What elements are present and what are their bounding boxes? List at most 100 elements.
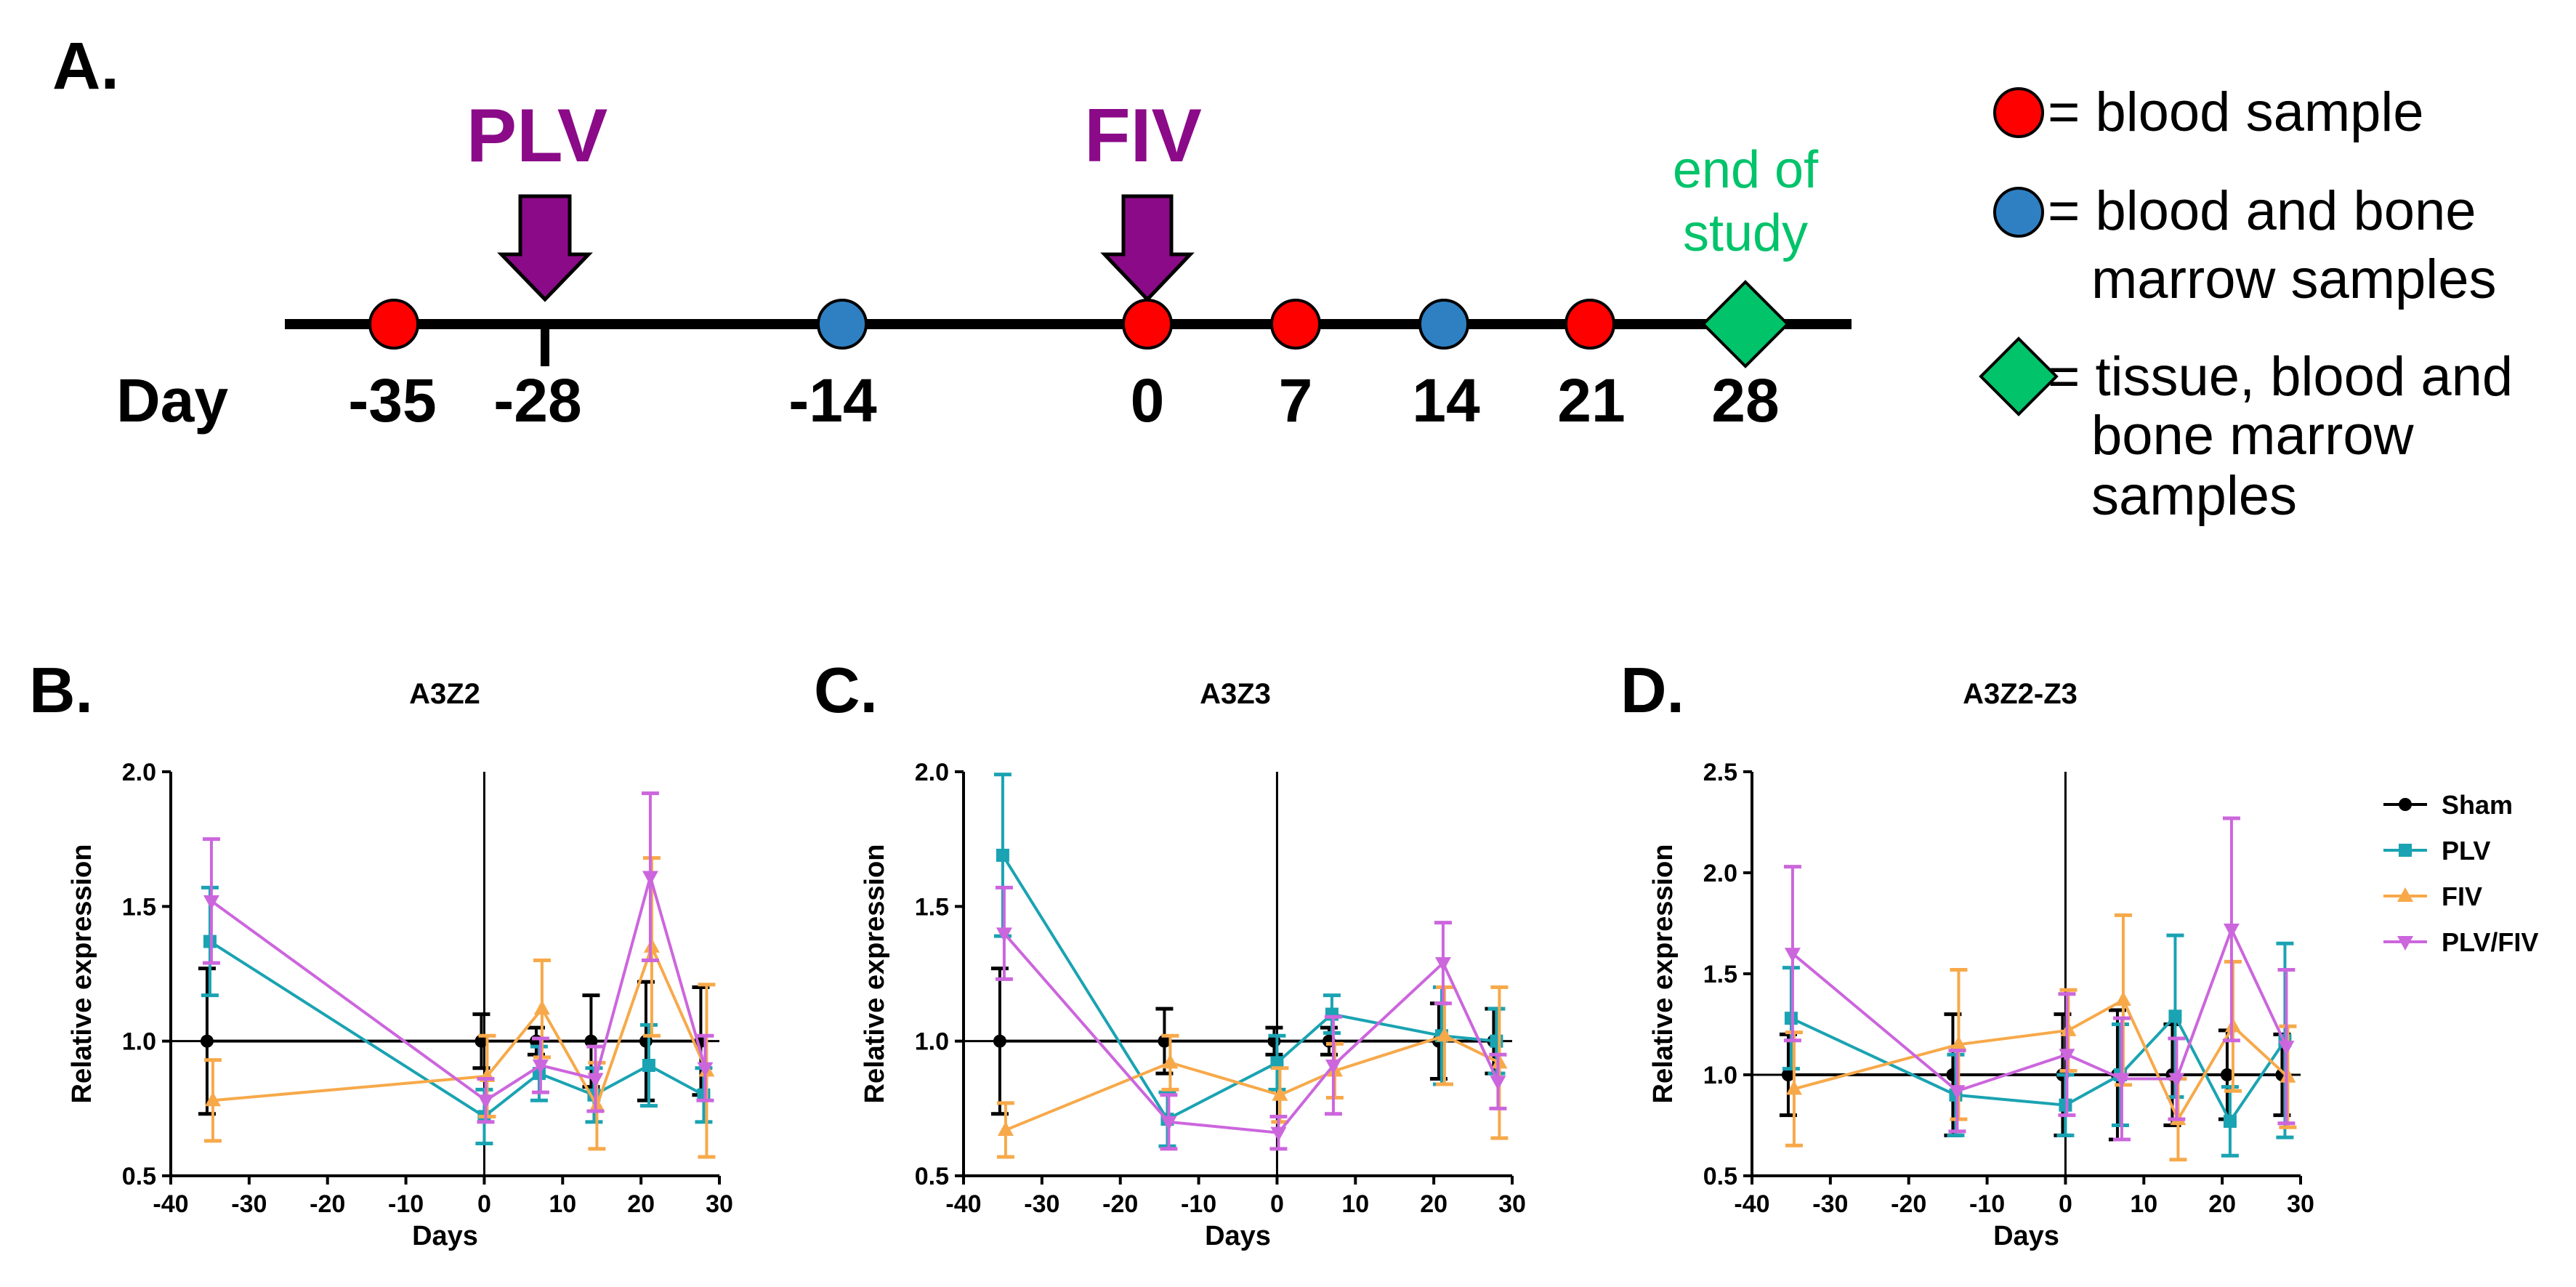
legend-blood-bone-text-1: = blood and bone: [2048, 180, 2476, 242]
end-of-study-line2: study: [1683, 204, 1808, 262]
data-point: [2278, 1041, 2295, 1056]
data-point: [2115, 991, 2131, 1006]
plv-event-label: PLV: [467, 94, 608, 178]
data-point: [1784, 948, 1801, 963]
x-tick-label: -40: [945, 1190, 981, 1218]
x-tick-label: -10: [1181, 1190, 1216, 1218]
data-point: [1160, 1115, 1177, 1131]
data-point: [1158, 1034, 1171, 1048]
data-point: [1162, 1054, 1179, 1069]
x-tick-label: 30: [2287, 1190, 2314, 1218]
x-tick-label: -10: [1969, 1190, 2005, 1218]
series-line: [1005, 1034, 1501, 1131]
data-point: [2168, 1073, 2185, 1088]
legend-plvfiv-label: PLV/FIV: [2442, 927, 2538, 957]
x-tick-label: 0: [2059, 1190, 2072, 1218]
timeline-tick-label: 7: [1279, 366, 1313, 435]
x-tick-label: 20: [2208, 1190, 2236, 1218]
x-tick-label: -20: [310, 1190, 345, 1218]
timeline-panel: A. PLV FIV end of study Day -35 -28 -14 …: [52, 29, 2513, 527]
timeline-tick-label: 28: [1711, 366, 1779, 435]
data-point: [2220, 1068, 2234, 1081]
x-tick-label: 20: [627, 1190, 655, 1218]
legend-green-diamond: [1979, 336, 2059, 416]
data-point: [587, 1073, 604, 1088]
data-point: [1781, 1068, 1795, 1081]
x-tick-label: -20: [1891, 1190, 1926, 1218]
data-point: [533, 1000, 550, 1015]
y-tick-label: 1.5: [1703, 961, 1737, 988]
data-point: [1950, 1036, 1967, 1051]
x-axis-label: Days: [412, 1221, 478, 1251]
y-tick-label: 1.0: [1703, 1062, 1737, 1089]
panel-label: B.: [29, 654, 93, 726]
legend-tissue-text-1: = tissue, blood and: [2048, 346, 2513, 408]
x-tick-label: -30: [1812, 1190, 1848, 1218]
data-point: [2113, 1073, 2130, 1088]
timeline-legend: = blood sample = blood and bone marrow s…: [1979, 81, 2513, 527]
timeline-tick-label: -35: [348, 366, 436, 435]
timeline-tick-label: 14: [1412, 366, 1480, 435]
x-tick-label: 0: [477, 1190, 491, 1218]
x-axis-label: Days: [1205, 1221, 1271, 1251]
data-point: [2223, 923, 2240, 938]
data-point: [1270, 1056, 1284, 1070]
fiv-event-label: FIV: [1084, 94, 1202, 178]
legend-fiv-label: FIV: [2442, 881, 2482, 911]
legend-blue-dot: [1993, 187, 2044, 238]
x-tick-label: -10: [388, 1190, 424, 1218]
chart-title: A3Z3: [1200, 678, 1271, 710]
y-axis-label: Relative expression: [67, 844, 97, 1104]
data-point: [204, 1092, 221, 1107]
blood-sample-dot-minus35: [368, 299, 419, 350]
series-line: [1001, 854, 1497, 1121]
x-tick-label: 10: [1341, 1190, 1369, 1218]
x-tick-label: -20: [1102, 1190, 1138, 1218]
blood-sample-dot-7: [1270, 299, 1321, 350]
chart-title: A3Z2-Z3: [1963, 678, 2078, 710]
legend-sham-marker: [2399, 798, 2412, 811]
data-point: [200, 1034, 214, 1048]
y-tick-label: 0.5: [1703, 1163, 1737, 1190]
legend-plvfiv-marker: [2397, 936, 2413, 951]
legend-red-dot: [1993, 87, 2044, 138]
data-point: [2223, 1114, 2237, 1128]
data-point: [697, 1062, 714, 1077]
panel-label-a: A.: [52, 29, 119, 103]
series-line: [1003, 932, 1500, 1134]
data-point: [642, 871, 658, 886]
data-point: [1272, 1086, 1288, 1101]
x-tick-label: -30: [1024, 1190, 1059, 1218]
plv-arrow: [497, 194, 593, 302]
y-tick-label: 0.5: [122, 1163, 156, 1190]
blood-sample-dot-21: [1564, 299, 1615, 350]
data-point: [993, 1034, 1006, 1048]
x-tick-label: 0: [1270, 1190, 1284, 1218]
timeline-tick-label: 0: [1131, 366, 1165, 435]
blood-sample-dot-0: [1122, 299, 1173, 350]
y-axis-label: Relative expression: [860, 844, 890, 1104]
x-tick-label: -30: [231, 1190, 267, 1218]
tissue-sample-diamond-28: [1701, 280, 1790, 368]
data-point: [203, 895, 219, 910]
end-of-study-line1: end of: [1673, 141, 1819, 199]
y-tick-label: 0.5: [915, 1163, 949, 1190]
y-tick-label: 2.0: [122, 759, 156, 786]
timeline-tick-label: 21: [1557, 366, 1625, 435]
y-tick-label: 1.0: [122, 1028, 156, 1056]
data-point: [1949, 1085, 1966, 1100]
x-axis-label: Days: [1993, 1221, 2059, 1251]
data-point: [2059, 1049, 2075, 1064]
panel-label: D.: [1620, 654, 1684, 726]
y-tick-label: 2.0: [1703, 860, 1737, 887]
data-point: [477, 1094, 494, 1110]
chart-panel-b: B. A3Z2 0.5 1.0 1.5 2.0 -40 -30 -20 -10 0 10 20 30 Day…: [29, 654, 733, 1251]
legend-tissue-text-3: samples: [2091, 465, 2297, 527]
chart-panel-d: D. A3Z2-Z3 0.5 1.0 1.5 2.0 2.5 -40 -30 -20 -10 0 10 2…: [1620, 654, 2314, 1251]
series-legend: Sham PLV FIV PLV/FIV: [2383, 790, 2538, 957]
timeline-tick-label: -28: [493, 366, 581, 435]
legend-blood-bone-text-2: marrow samples: [2091, 249, 2496, 310]
data-point: [584, 1034, 598, 1048]
data-point: [1490, 1076, 1506, 1091]
